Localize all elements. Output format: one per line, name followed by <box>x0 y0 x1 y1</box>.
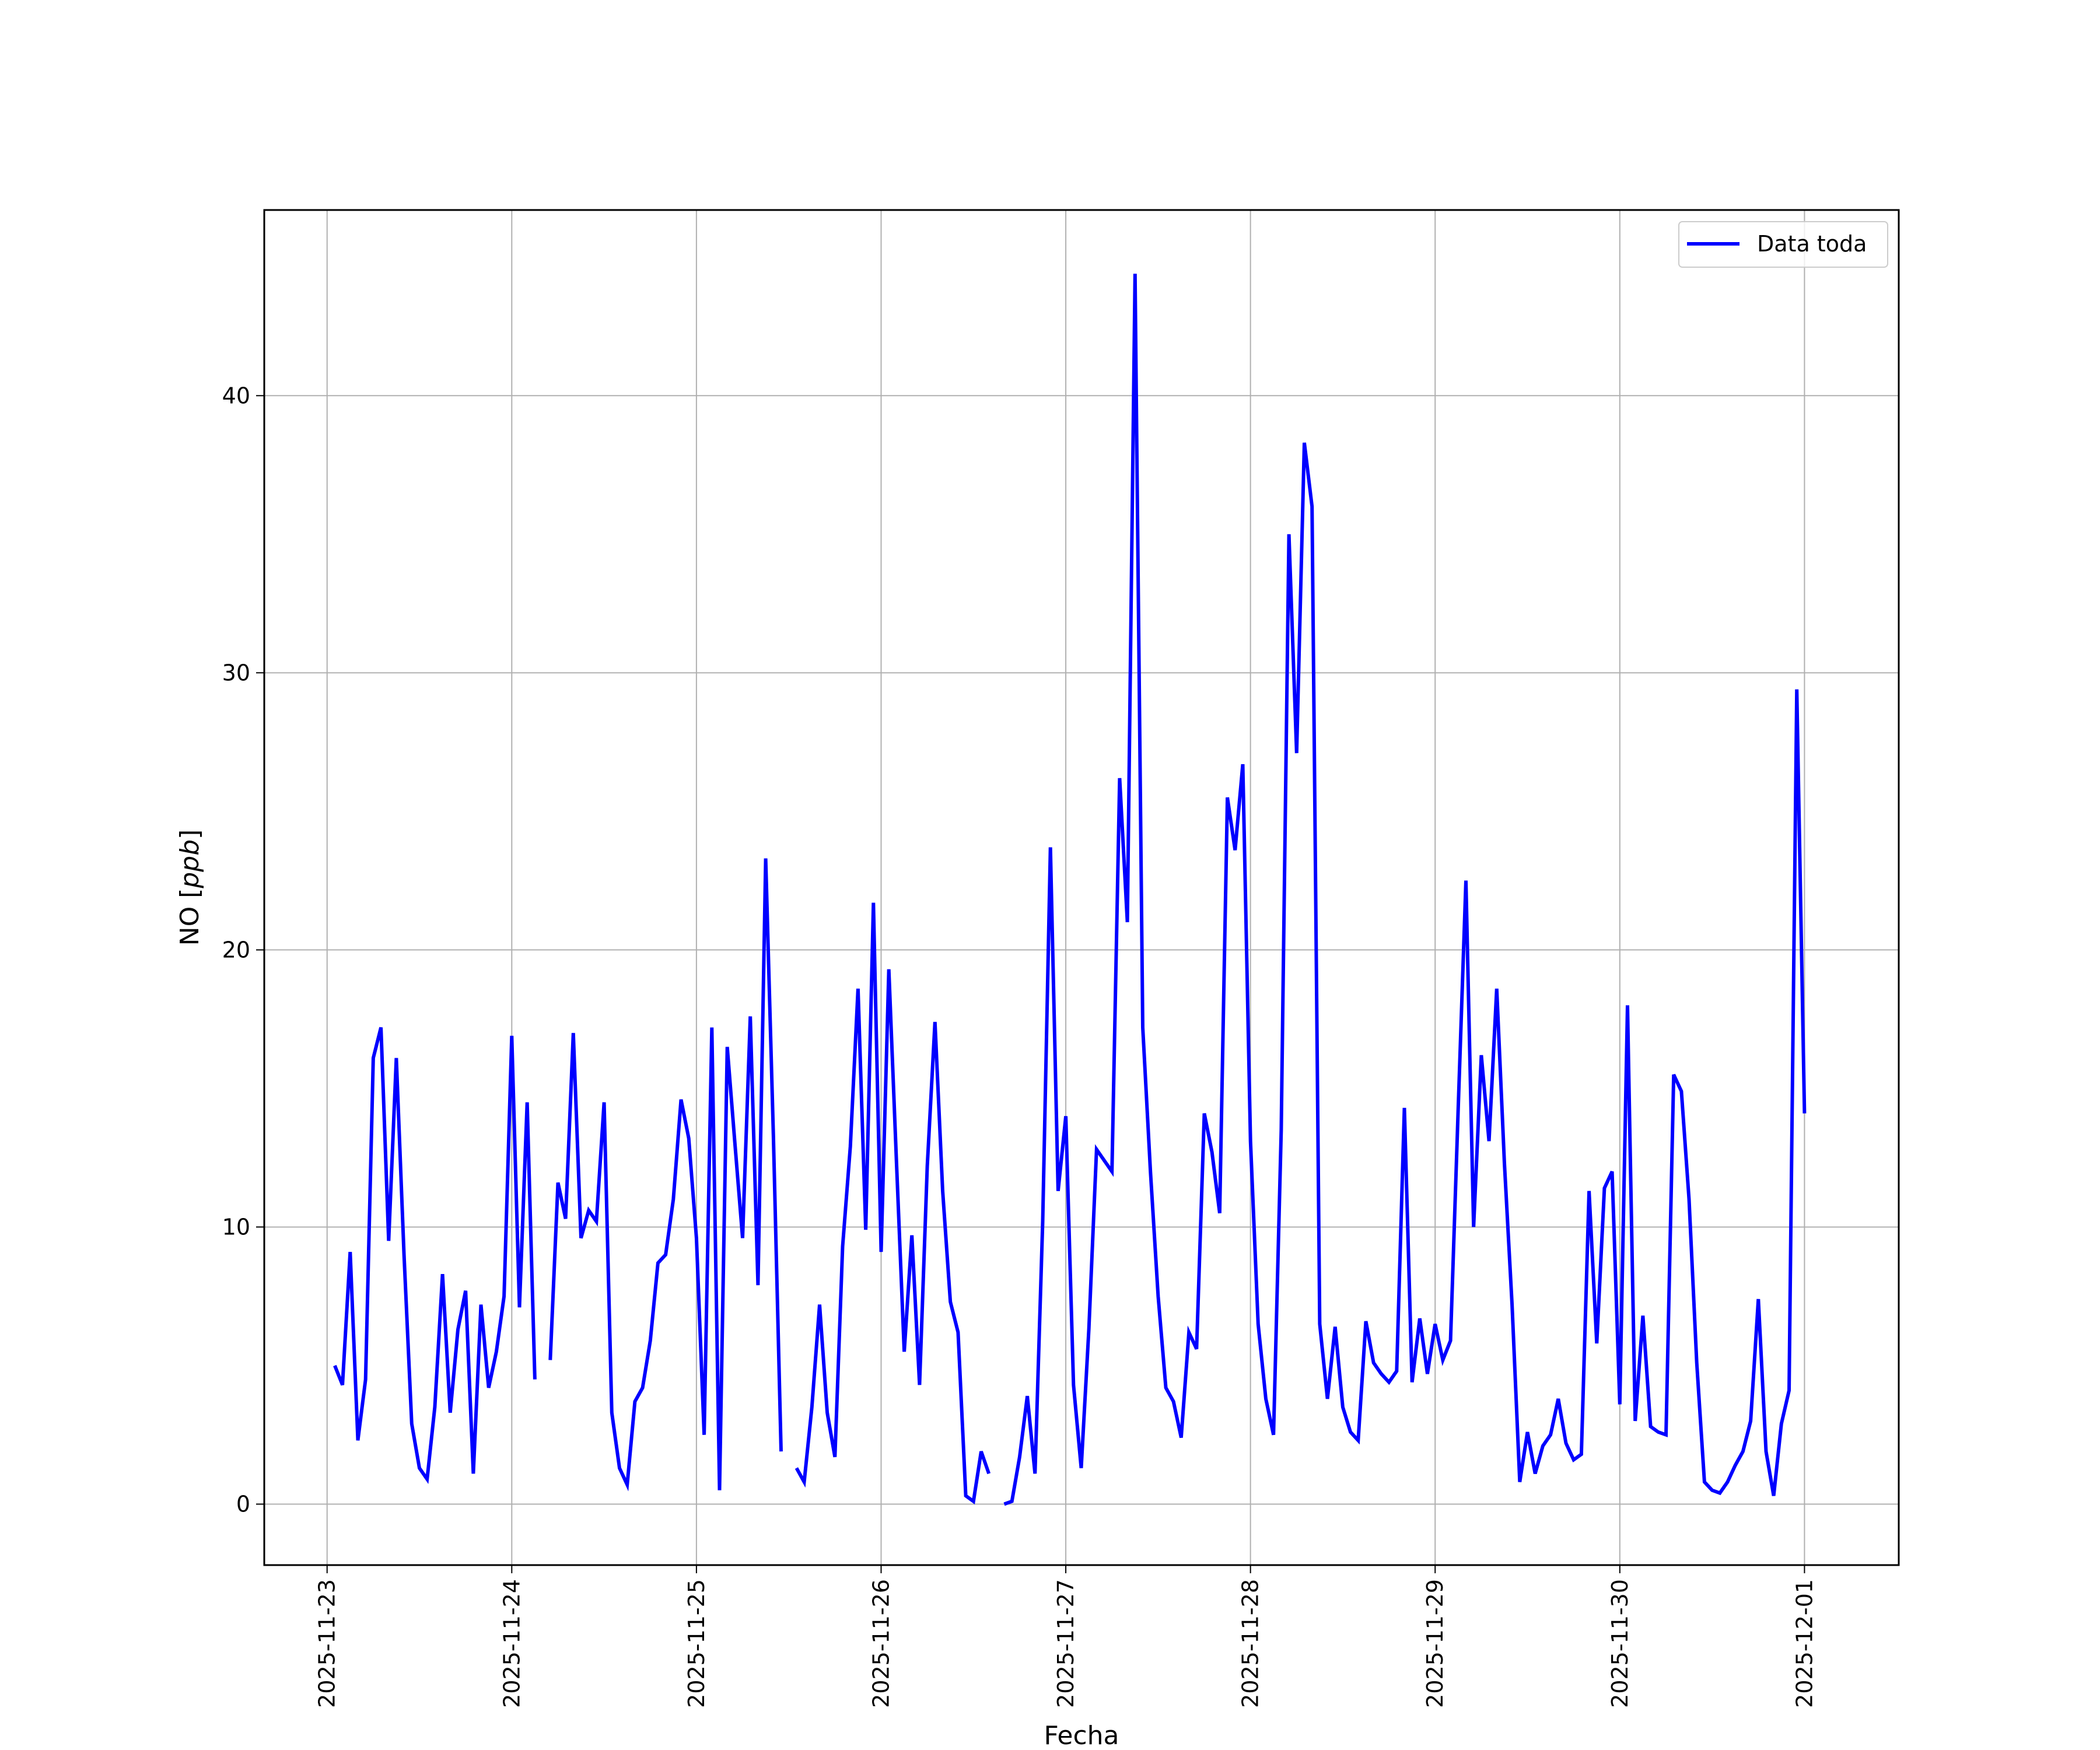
x-tick-label: 2025-11-28 <box>1238 1579 1264 1708</box>
x-axis-title: Fecha <box>1044 1721 1119 1750</box>
x-tick-label: 2025-11-29 <box>1422 1579 1448 1708</box>
y-axis-title: NO [ppb] <box>175 830 205 946</box>
x-tick-label: 2025-12-01 <box>1791 1579 1817 1708</box>
y-tick-label: 40 <box>222 383 250 408</box>
x-tick-label: 2025-11-24 <box>499 1579 524 1708</box>
grid <box>264 210 1899 1565</box>
x-tick-label: 2025-11-27 <box>1053 1579 1079 1708</box>
y-tick-label: 0 <box>236 1491 250 1517</box>
y-tick-label: 20 <box>222 937 250 963</box>
y-tick-label: 30 <box>222 660 250 685</box>
series-layer <box>333 274 1807 1506</box>
plot-frame <box>263 209 1900 1566</box>
y-tick-label: 10 <box>222 1214 250 1240</box>
x-tick-label: 2025-11-26 <box>868 1579 894 1708</box>
x-tick-label: 2025-11-23 <box>314 1579 340 1708</box>
legend-label: Data toda <box>1757 231 1867 257</box>
x-tick-label: 2025-11-30 <box>1607 1579 1633 1708</box>
axis-ticks: 2025-11-23 2025-11-24 2025-11-25 2025-11-26… <box>222 383 1818 1708</box>
series-line <box>333 274 1807 1506</box>
legend-box <box>1678 221 1888 268</box>
x-tick-label: 2025-11-25 <box>684 1579 709 1708</box>
legend: Data toda <box>1678 221 1888 268</box>
